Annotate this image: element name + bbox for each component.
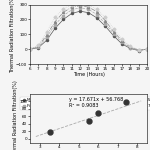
Melaleuca leucadendra (LAI 3.5): [138, 50, 140, 52]
Mimusop elengi (LAI 5.5): [79, 5, 81, 7]
Mimusop elengi (LAI 5.5): [138, 49, 140, 51]
Ficus benjamina (LAI 3.8): [38, 46, 39, 48]
Ficus benjamina (LAI 3.8): [29, 48, 31, 50]
Melaleuca leucadendra (LAI 3.5): [96, 17, 98, 19]
Ficus benjamina (LAI 3.8): [96, 14, 98, 15]
Line: Ficus Aurantiifolia (LAI 7.4): Ficus Aurantiifolia (LAI 7.4): [29, 3, 148, 51]
Melaleuca leucadendra (LAI 3.5): [113, 35, 114, 37]
Ficus benjamina (LAI 3.8): [113, 33, 114, 34]
Mimusop elengi (LAI 5.5): [38, 45, 39, 47]
Ficus Aurantiifolia (LAI 7.4): [54, 16, 56, 18]
Ficus Aurantiifolia (LAI 7.4): [96, 8, 98, 10]
Ficus benjamina (LAI 3.8): [146, 48, 148, 50]
Ficus benjamina (LAI 3.8): [63, 15, 64, 16]
Mimusop elengi (LAI 5.5): [96, 11, 98, 13]
Ficus benjamina (LAI 3.8): [46, 36, 48, 38]
Mimusop elengi (LAI 5.5): [104, 20, 106, 21]
Melaleuca leucadendra (LAI 3.5): [121, 43, 123, 45]
Ficus benjamina (LAI 3.8): [138, 50, 140, 51]
Ficus Aurantiifolia (LAI 7.4): [138, 49, 140, 51]
Ficus Aurantiifolia (LAI 7.4): [79, 3, 81, 5]
Ficus Aurantiifolia (LAI 7.4): [71, 4, 73, 6]
Ficus benjamina (LAI 3.8): [79, 7, 81, 9]
X-axis label: Time (Hours): Time (Hours): [73, 72, 104, 77]
Melaleuca leucadendra (LAI 3.5): [38, 47, 39, 49]
Melaleuca leucadendra (LAI 3.5): [146, 48, 148, 50]
Ficus benjamina (LAI 3.8): [54, 24, 56, 26]
Text: y = 17.671x + 56.768
R² = 0.9083: y = 17.671x + 56.768 R² = 0.9083: [69, 97, 123, 108]
Ficus benjamina (LAI 3.8): [104, 23, 106, 24]
Mimusop elengi (LAI 5.5): [113, 31, 114, 33]
Melaleuca leucadendra (LAI 3.5): [54, 27, 56, 29]
Ficus Aurantiifolia (LAI 7.4): [146, 48, 148, 50]
Mimusop elengi (LAI 5.5): [71, 6, 73, 8]
Point: [87, 120, 90, 122]
Melaleuca leucadendra (LAI 3.5): [129, 48, 131, 49]
Ficus Aurantiifolia (LAI 7.4): [113, 28, 114, 30]
Melaleuca leucadendra (LAI 3.5): [71, 13, 73, 14]
Melaleuca leucadendra (LAI 3.5): [104, 25, 106, 27]
Ficus benjamina (LAI 3.8): [129, 47, 131, 49]
Mimusop elengi (LAI 5.5): [29, 48, 31, 50]
Mimusop elengi (LAI 5.5): [129, 46, 131, 48]
Ficus Aurantiifolia (LAI 7.4): [38, 44, 39, 46]
Ficus Aurantiifolia (LAI 7.4): [63, 8, 64, 10]
Mimusop elengi (LAI 5.5): [54, 21, 56, 22]
Point: [48, 131, 51, 133]
Ficus Aurantiifolia (LAI 7.4): [88, 4, 89, 6]
Mimusop elengi (LAI 5.5): [121, 40, 123, 42]
Mimusop elengi (LAI 5.5): [46, 34, 48, 36]
Ficus Aurantiifolia (LAI 7.4): [104, 16, 106, 18]
Ficus benjamina (LAI 3.8): [88, 8, 89, 10]
Ficus benjamina (LAI 3.8): [121, 42, 123, 43]
Melaleuca leucadendra (LAI 3.5): [46, 39, 48, 41]
Mimusop elengi (LAI 5.5): [63, 11, 64, 13]
Y-axis label: Thermal Radiation Filtration(%): Thermal Radiation Filtration(%): [10, 0, 15, 73]
Point: [124, 101, 127, 104]
Line: Melaleuca leucadendra (LAI 3.5): Melaleuca leucadendra (LAI 3.5): [29, 10, 148, 52]
Ficus benjamina (LAI 3.8): [71, 9, 73, 11]
Melaleuca leucadendra (LAI 3.5): [79, 10, 81, 12]
Ficus Aurantiifolia (LAI 7.4): [29, 48, 31, 50]
Y-axis label: Thermal Radiation Filtration(%): Thermal Radiation Filtration(%): [13, 80, 18, 150]
Ficus Aurantiifolia (LAI 7.4): [129, 45, 131, 47]
Legend: Melaleuca leucadendra (LAI 3.5), Ficus benjamina (LAI 3.8), Mimusop elengi (LAI : Melaleuca leucadendra (LAI 3.5), Ficus b…: [20, 97, 150, 110]
Mimusop elengi (LAI 5.5): [146, 48, 148, 50]
Line: Mimusop elengi (LAI 5.5): Mimusop elengi (LAI 5.5): [29, 5, 148, 51]
Melaleuca leucadendra (LAI 3.5): [63, 18, 64, 20]
Ficus Aurantiifolia (LAI 7.4): [121, 38, 123, 40]
Ficus Aurantiifolia (LAI 7.4): [46, 31, 48, 33]
Line: Ficus benjamina (LAI 3.8): Ficus benjamina (LAI 3.8): [29, 7, 148, 51]
Mimusop elengi (LAI 5.5): [88, 6, 89, 8]
Melaleuca leucadendra (LAI 3.5): [88, 12, 89, 14]
Point: [97, 111, 99, 114]
Melaleuca leucadendra (LAI 3.5): [29, 48, 31, 50]
